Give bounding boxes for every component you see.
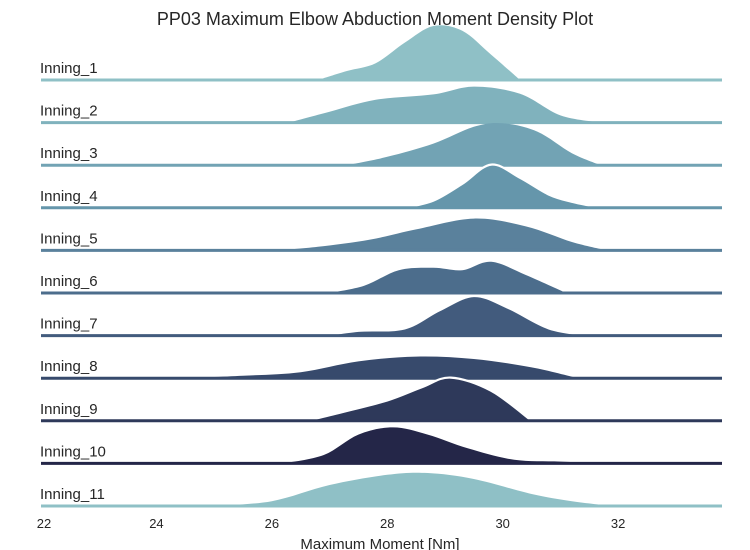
- ridge-inning-11: Inning_11: [40, 472, 722, 508]
- x-tick-label: 26: [265, 516, 279, 531]
- ridge-inning-6: Inning_6: [40, 261, 722, 295]
- density-area: [214, 472, 613, 506]
- x-tick-label: 32: [611, 516, 625, 531]
- density-area: [306, 377, 532, 421]
- density-area: [323, 295, 590, 336]
- density-area: [277, 218, 607, 251]
- x-tick-label: 30: [495, 516, 509, 531]
- ridge-inning-7: Inning_7: [40, 294, 722, 338]
- row-label: Inning_9: [40, 401, 98, 418]
- density-area: [329, 261, 567, 293]
- x-tick-label: 22: [37, 516, 51, 531]
- density-area: [318, 25, 520, 80]
- x-axis-ticks: 22 24 26 28 30 32: [37, 516, 626, 531]
- density-area: [289, 86, 601, 123]
- ridge-inning-2: Inning_2: [40, 86, 722, 125]
- row-label: Inning_3: [40, 145, 98, 162]
- ridge-inning-8: Inning_8: [40, 356, 722, 380]
- density-outline: [323, 294, 590, 337]
- row-label: Inning_6: [40, 273, 98, 290]
- row-label: Inning_2: [40, 103, 98, 120]
- density-outline: [404, 163, 602, 209]
- row-label: Inning_8: [40, 358, 98, 375]
- ridge-inning-4: Inning_4: [40, 163, 722, 210]
- chart-title: PP03 Maximum Elbow Abduction Moment Dens…: [157, 9, 593, 29]
- row-label: Inning_1: [40, 60, 98, 77]
- density-outline: [306, 376, 533, 422]
- density-area: [185, 356, 578, 379]
- ridge-inning-5: Inning_5: [40, 218, 722, 252]
- row-label: Inning_11: [40, 486, 105, 503]
- row-label: Inning_5: [40, 230, 98, 247]
- row-label: Inning_4: [40, 188, 98, 205]
- ridge-inning-10: Inning_10: [40, 427, 722, 465]
- ridge-inning-1: Inning_1: [40, 25, 722, 82]
- x-tick-label: 24: [149, 516, 163, 531]
- ridgeline-rows: Inning_1 Inning_2 Inning_3 Inning_4 Inning_5…: [40, 25, 722, 508]
- density-area: [346, 122, 601, 166]
- density-area: [283, 427, 613, 464]
- x-axis-label: Maximum Moment [Nm]: [300, 536, 459, 550]
- x-tick-label: 28: [380, 516, 394, 531]
- ridge-inning-3: Inning_3: [40, 122, 722, 167]
- row-label: Inning_10: [40, 443, 106, 460]
- ridge-inning-9: Inning_9: [40, 376, 722, 423]
- row-label: Inning_7: [40, 316, 98, 333]
